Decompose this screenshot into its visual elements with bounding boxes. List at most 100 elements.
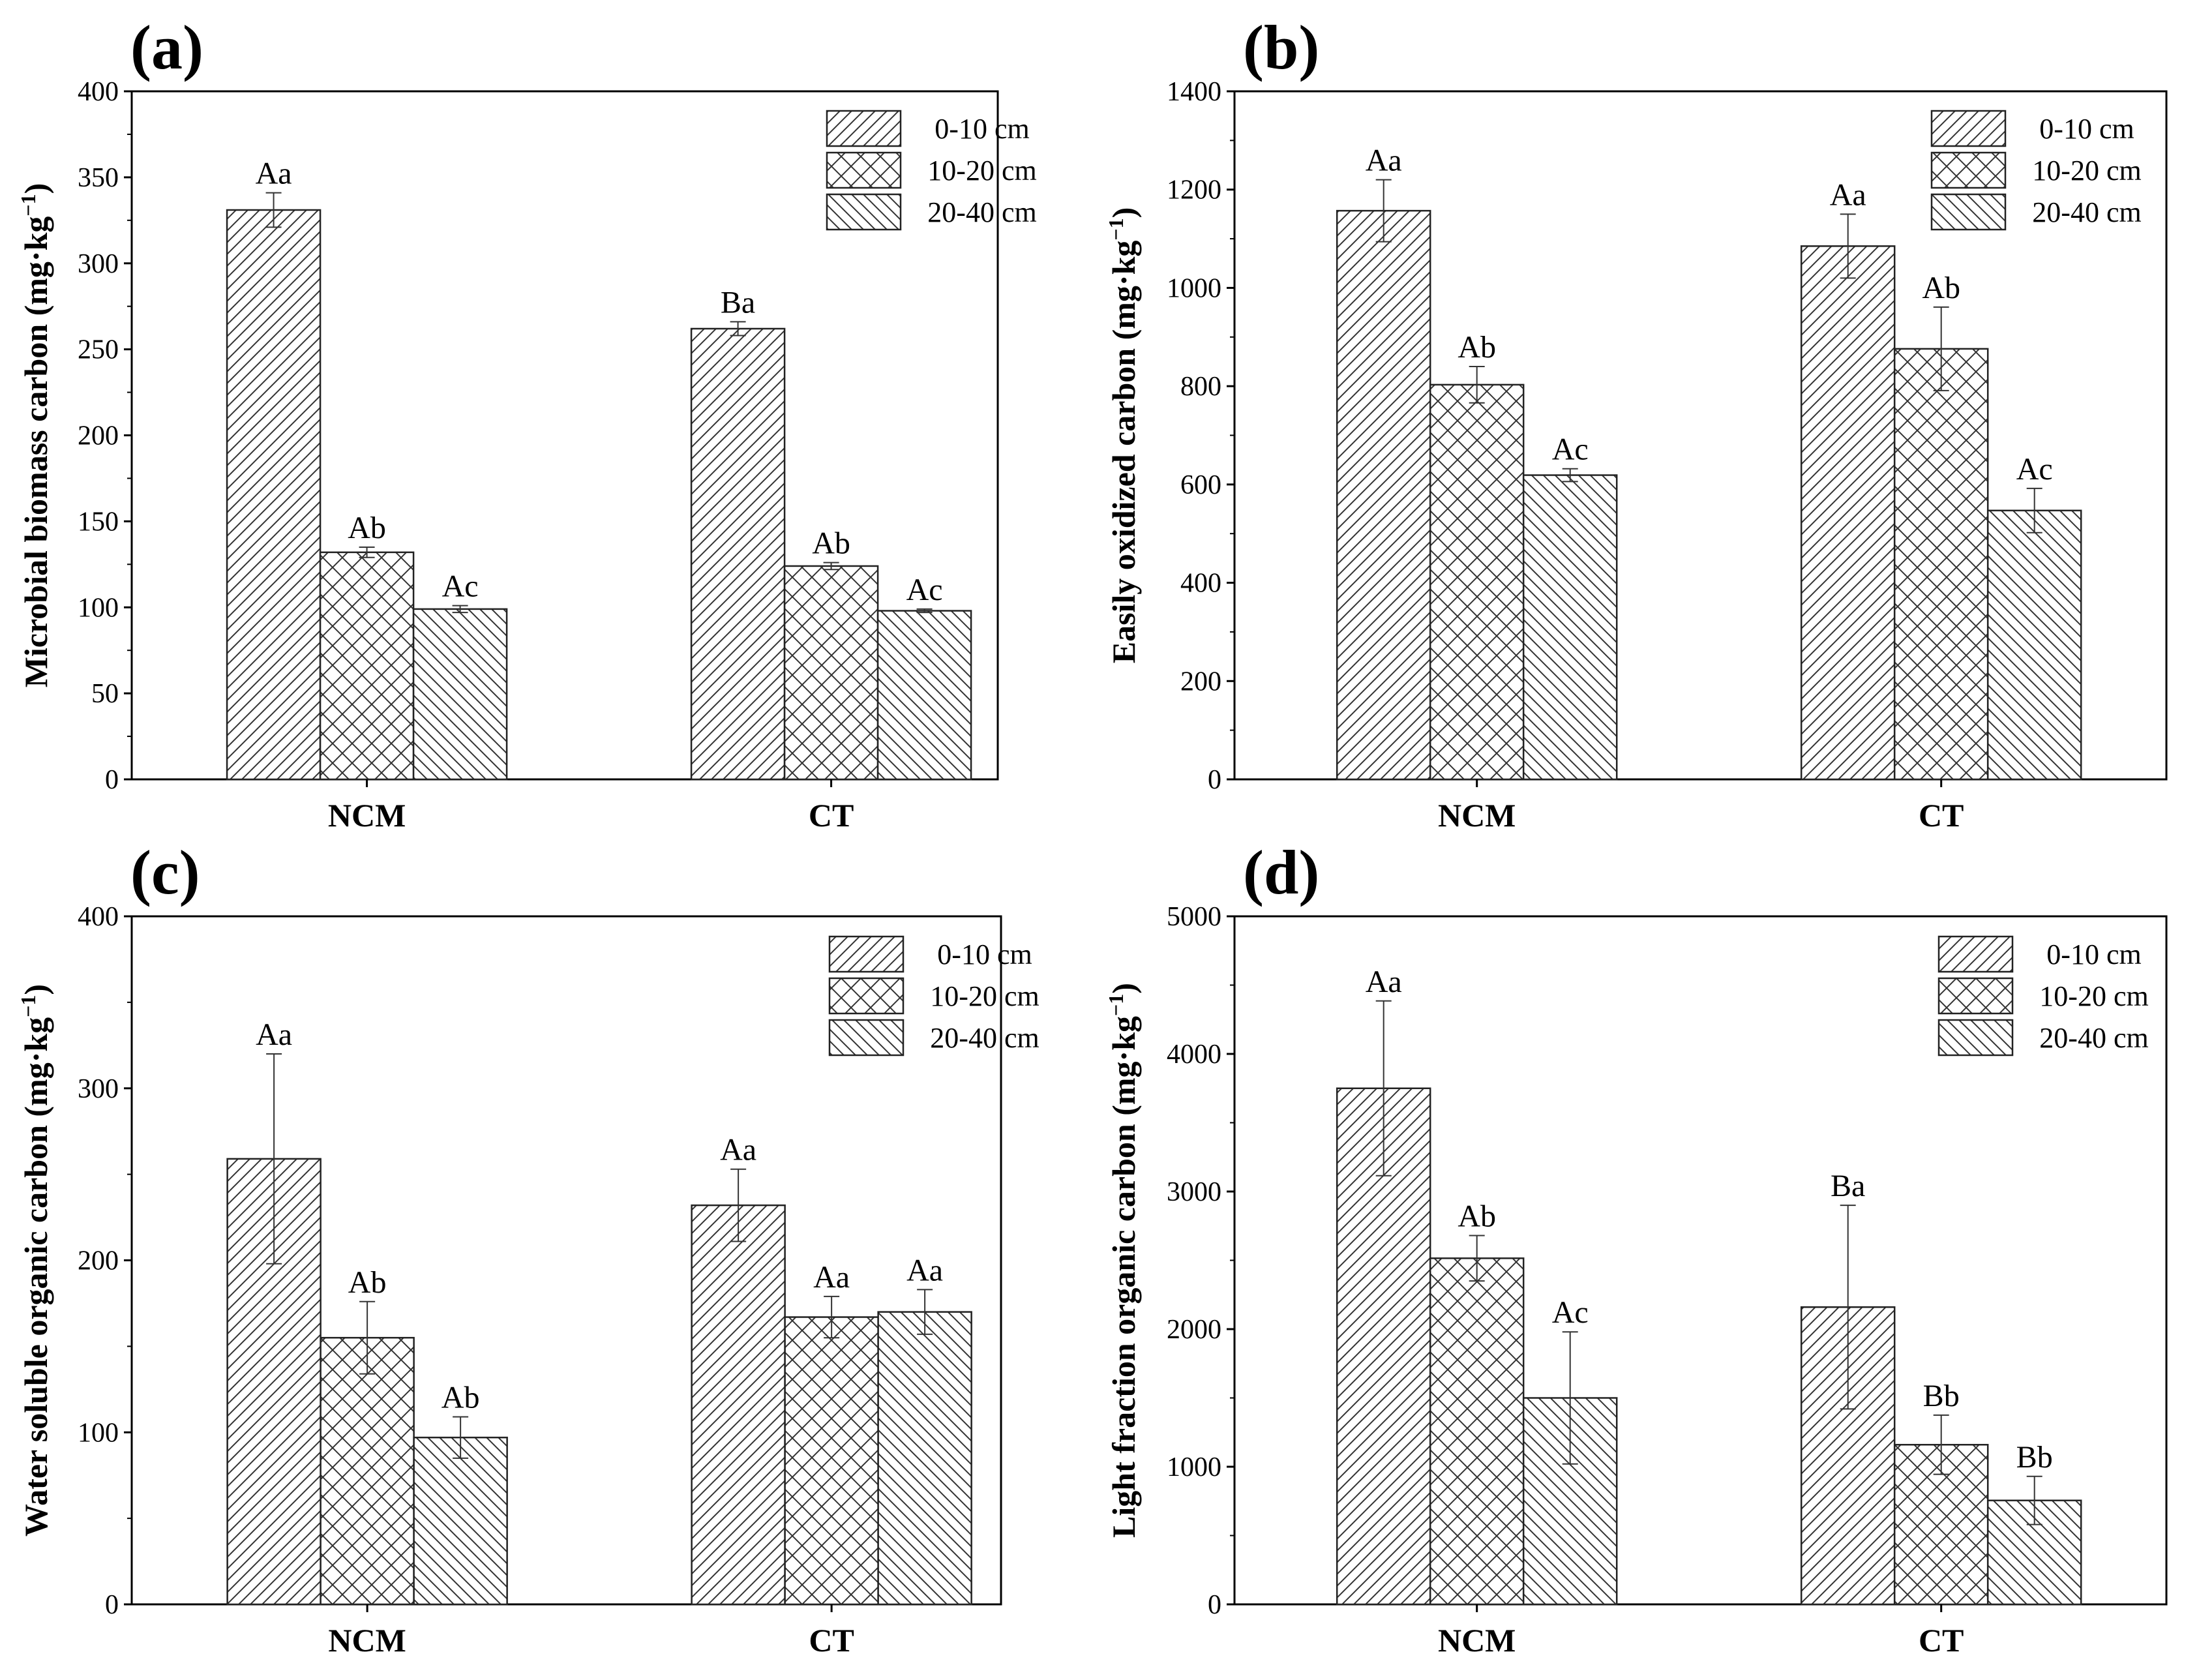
y-axis-label-text: Microbial biomass carbon xyxy=(18,324,54,688)
legend-label: 0-10 cm xyxy=(937,938,1032,970)
legend: 0-10 cm 10-20 cm 20-40 cm xyxy=(828,935,1040,1057)
x-tick-label: CT xyxy=(1919,797,1964,833)
legend-swatch-0 xyxy=(1930,110,2007,147)
y-tick-label: 1000 xyxy=(1167,273,1221,303)
significance-label: Ba xyxy=(1831,1169,1865,1203)
y-axis-unit: (mg·kg xyxy=(1105,241,1142,348)
bar-ct-2 xyxy=(876,610,972,781)
bar-ncm-2 xyxy=(413,1436,508,1606)
y-tick-label: 400 xyxy=(78,902,119,932)
significance-label: Ab xyxy=(1458,330,1496,365)
y-axis-unit-close: ) xyxy=(1105,207,1142,218)
bar-ncm-0 xyxy=(226,209,322,781)
x-tick-label: NCM xyxy=(328,797,406,833)
bar-ncm-0 xyxy=(1336,209,1431,781)
significance-label: Aa xyxy=(1830,177,1866,212)
y-axis-label: Easily oxidized carbon (mg·kg−1) xyxy=(1104,207,1142,664)
y-tick-label: 4000 xyxy=(1167,1040,1221,1070)
y-tick-label: 50 xyxy=(91,679,119,709)
y-axis-unit-close: ) xyxy=(1105,983,1142,994)
significance-label: Aa xyxy=(1366,143,1402,178)
legend-label: 0-10 cm xyxy=(2046,938,2141,970)
y-axis-label-text: Easily oxidized carbon xyxy=(1105,348,1142,664)
bar-ct-0 xyxy=(690,327,786,781)
legend-swatch-1 xyxy=(1937,977,2014,1015)
x-tick-label: NCM xyxy=(1438,1622,1516,1658)
bar-ncm-1 xyxy=(320,1336,415,1606)
legend-label: 10-20 cm xyxy=(930,980,1039,1012)
significance-label: Ab xyxy=(441,1381,480,1415)
bar-ncm-1 xyxy=(319,551,415,781)
y-axis-unit: (mg·kg xyxy=(1105,1016,1142,1124)
legend-label: 20-40 cm xyxy=(930,1022,1039,1054)
y-axis-unit: (mg·kg xyxy=(18,1017,54,1125)
x-tick-label: CT xyxy=(1919,1622,1964,1658)
y-axis-label: Water soluble organic carbon (mg·kg−1) xyxy=(16,984,54,1537)
significance-label: Aa xyxy=(720,1133,756,1167)
y-tick-label: 150 xyxy=(78,507,119,537)
y-tick-label: 100 xyxy=(78,593,119,623)
chart-panel-3: (d) 0 1000 2000 3000 4000 5000 Light fraction o… xyxy=(1104,837,2168,1658)
y-axis-label-text: Water soluble organic carbon xyxy=(18,1125,54,1537)
y-tick-label: 100 xyxy=(78,1418,119,1448)
y-axis-unit: (mg·kg xyxy=(18,217,54,324)
legend: 0-10 cm 10-20 cm 20-40 cm xyxy=(1937,935,2149,1057)
legend-swatch-1 xyxy=(826,151,902,189)
significance-label: Aa xyxy=(1366,965,1402,999)
y-axis-label: Microbial biomass carbon (mg·kg−1) xyxy=(16,183,54,688)
panel-label: (c) xyxy=(130,837,200,907)
y-tick-label: 2000 xyxy=(1167,1315,1221,1345)
y-tick-label: 0 xyxy=(105,765,119,795)
y-tick-label: 600 xyxy=(1180,470,1221,500)
bar-ncm-2 xyxy=(412,608,508,781)
bar-ct-0 xyxy=(1800,245,1896,781)
chart-panel-2: (c) 0 100 200 300 400 Water soluble organic ca… xyxy=(16,837,1040,1658)
significance-label: Ab xyxy=(1922,271,1960,305)
y-axis-unit-superscript: −1 xyxy=(1104,994,1128,1016)
y-tick-label: 0 xyxy=(1208,765,1221,795)
y-axis-label: Light fraction organic carbon (mg·kg−1) xyxy=(1104,983,1142,1538)
legend-swatch-2 xyxy=(826,193,902,231)
y-axis-unit-close: ) xyxy=(18,984,54,995)
y-tick-label: 300 xyxy=(78,1074,119,1104)
panel-label: (d) xyxy=(1243,837,1319,907)
bar-ct-2 xyxy=(1986,509,2082,781)
y-axis-unit-superscript: −1 xyxy=(1104,218,1128,240)
legend-label: 20-40 cm xyxy=(927,196,1036,228)
legend-swatch-1 xyxy=(1930,151,2007,189)
bar-ct-1 xyxy=(784,1316,879,1606)
chart-panel-0: (a) 0 50 100 150 200 250 300 350 400 Microbial bio… xyxy=(16,12,1037,833)
bar-ncm-1 xyxy=(1429,1257,1525,1606)
significance-label: Ab xyxy=(1458,1199,1496,1234)
legend-swatch-2 xyxy=(828,1019,905,1057)
y-tick-label: 200 xyxy=(78,421,119,451)
significance-label: Ac xyxy=(2016,452,2053,487)
y-tick-label: 3000 xyxy=(1167,1177,1221,1207)
significance-label: Ab xyxy=(812,526,850,561)
significance-label: Ac xyxy=(906,573,943,607)
significance-label: Bb xyxy=(1923,1379,1960,1413)
bar-ct-1 xyxy=(783,565,879,781)
legend-swatch-0 xyxy=(826,110,902,147)
y-axis-label-text: Light fraction organic carbon xyxy=(1105,1124,1142,1538)
y-tick-label: 300 xyxy=(78,249,119,279)
legend-label: 10-20 cm xyxy=(927,155,1036,187)
significance-label: Ab xyxy=(348,1265,387,1300)
significance-label: Aa xyxy=(256,157,292,191)
panel-label: (a) xyxy=(130,12,203,82)
legend-label: 0-10 cm xyxy=(935,113,1029,145)
bar-ct-0 xyxy=(691,1204,786,1606)
y-tick-label: 250 xyxy=(78,335,119,365)
x-tick-label: NCM xyxy=(328,1622,406,1658)
legend-label: 20-40 cm xyxy=(2032,196,2141,228)
legend-label: 0-10 cm xyxy=(2039,113,2134,145)
significance-label: Ac xyxy=(1552,432,1589,467)
legend-label: 10-20 cm xyxy=(2039,980,2148,1012)
x-tick-label: NCM xyxy=(1438,797,1516,833)
y-tick-label: 1400 xyxy=(1167,77,1221,107)
panel-label: (b) xyxy=(1243,12,1319,82)
significance-label: Ac xyxy=(442,569,479,604)
bar-ncm-2 xyxy=(1522,474,1618,781)
x-tick-label: CT xyxy=(809,1622,854,1658)
